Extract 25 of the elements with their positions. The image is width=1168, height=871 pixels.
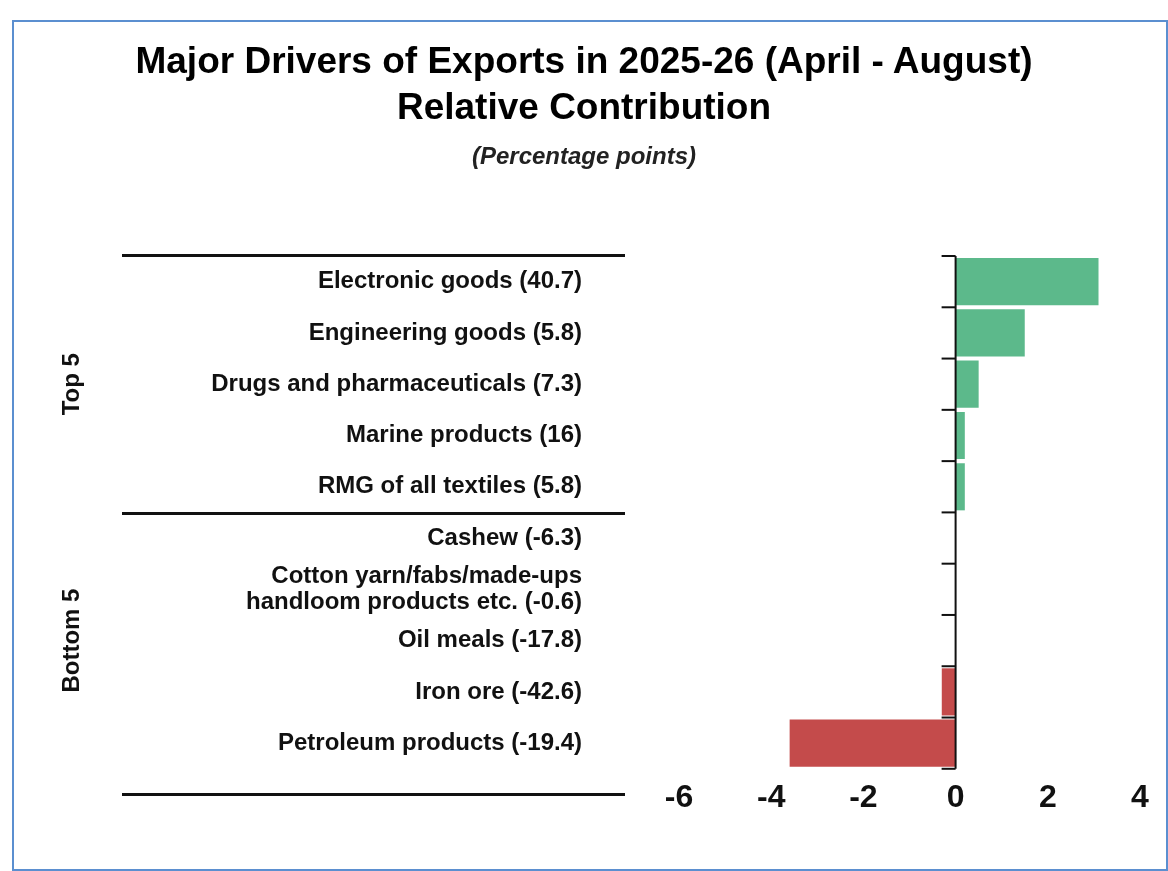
y-tick-label: Marine products (16) xyxy=(345,420,582,448)
bar xyxy=(789,719,956,767)
text: Bottom 5 xyxy=(56,588,84,693)
y-tick-label: Drugs and pharmaceuticals (7.3) xyxy=(211,368,582,396)
y-tick-label: Petroleum products (-19.4) xyxy=(277,727,582,755)
x-tick-label: 2 xyxy=(1038,777,1057,814)
x-tick-label: 0 xyxy=(946,777,965,814)
bar xyxy=(955,360,979,408)
chart-subtitle: (Percentage points) xyxy=(470,142,697,170)
x-tick-label: 4 xyxy=(1131,777,1150,814)
bar xyxy=(955,258,1099,306)
bar xyxy=(941,668,956,716)
bar xyxy=(955,309,1025,357)
y-tick-label: Iron ore (-42.6) xyxy=(415,676,582,704)
y-tick-label: Cotton yarn/fabs/made-ups handloom products etc. (-0.6) xyxy=(245,560,582,615)
x-tick-label: -2 xyxy=(849,777,878,814)
y-tick-label: RMG of all textiles (5.8) xyxy=(317,471,582,499)
x-tick-label: -4 xyxy=(756,777,786,814)
y-tick-label: Cashew (-6.3) xyxy=(427,522,582,550)
y-tick-label: Electronic goods (40.7) xyxy=(317,266,582,294)
chart-title: Major Drivers of Exports in 2025-26 (April - August) Relative Contribution xyxy=(134,39,1034,129)
y-tick-label: Engineering goods (5.8) xyxy=(308,317,582,345)
text: Top 5 xyxy=(56,353,84,416)
y-tick-label: Oil meals (-17.8) xyxy=(397,625,582,653)
x-tick-label: -6 xyxy=(664,777,694,814)
